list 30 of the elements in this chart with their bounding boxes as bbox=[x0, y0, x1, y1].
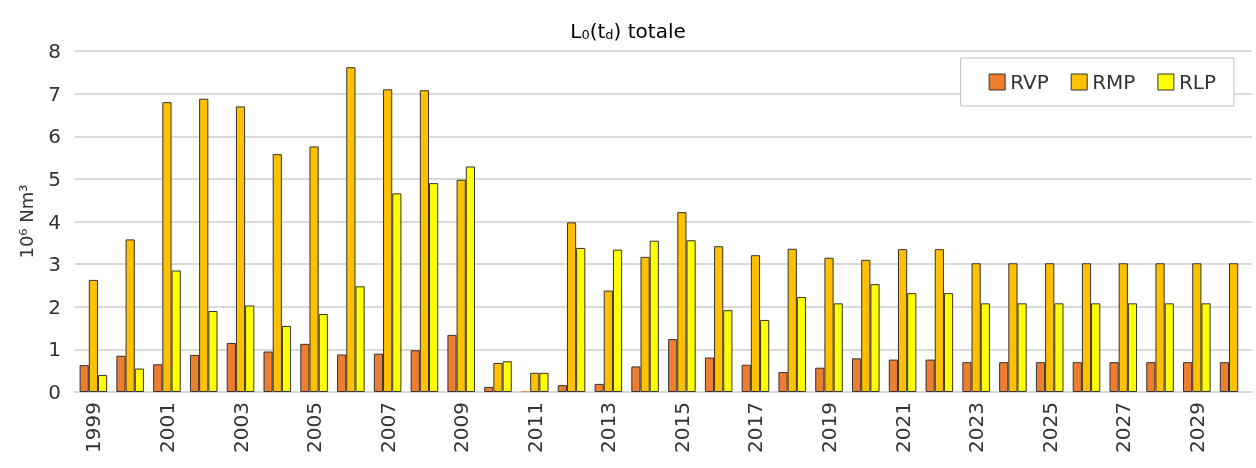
legend-label: RVP bbox=[1010, 70, 1049, 94]
y-tick-label: 1 bbox=[48, 337, 61, 362]
y-axis-title: 10⁶ Nm³ bbox=[15, 184, 37, 259]
x-tick-label: 2023 bbox=[964, 402, 989, 453]
x-tick-label: 2021 bbox=[890, 402, 915, 453]
x-tick-label: 2007 bbox=[375, 402, 400, 453]
x-tick-label: 2017 bbox=[743, 402, 768, 453]
x-tick-label: 2011 bbox=[522, 402, 547, 453]
x-tick-label: 2005 bbox=[302, 402, 327, 453]
y-tick-label: 4 bbox=[48, 209, 61, 234]
y-tick-label: 6 bbox=[48, 124, 61, 149]
x-tick-label: 2013 bbox=[596, 402, 621, 453]
x-tick-label: 2009 bbox=[449, 402, 474, 453]
y-tick-label: 5 bbox=[48, 166, 61, 191]
y-tick-label: 7 bbox=[48, 81, 61, 106]
y-tick-label: 2 bbox=[48, 294, 61, 319]
x-tick-label: 2025 bbox=[1037, 402, 1062, 453]
y-tick-label: 3 bbox=[48, 252, 61, 277]
legend-label: RLP bbox=[1178, 70, 1217, 94]
legend-label: RMP bbox=[1092, 70, 1136, 94]
x-tick-label: 2015 bbox=[669, 402, 694, 453]
chart-title: L0(td) totale bbox=[570, 19, 686, 43]
x-tick-label: 2029 bbox=[1184, 402, 1209, 453]
x-tick-label: 2027 bbox=[1111, 402, 1136, 453]
x-tick-label: 2019 bbox=[817, 402, 842, 453]
x-tick-label: 1999 bbox=[81, 402, 106, 453]
y-tick-label: 8 bbox=[48, 39, 61, 63]
x-tick-label: 2003 bbox=[228, 402, 253, 453]
x-tick-label: 2001 bbox=[154, 402, 179, 453]
y-tick-label: 0 bbox=[48, 380, 61, 404]
